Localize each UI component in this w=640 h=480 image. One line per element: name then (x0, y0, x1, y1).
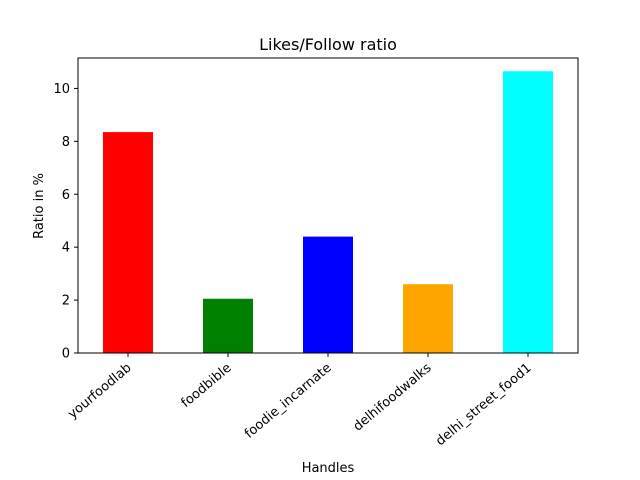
x-tick-label: foodie_incarnate (242, 361, 335, 442)
y-tick-label: 2 (62, 294, 70, 309)
bar-foodie_incarnate (303, 236, 353, 353)
x-tick-label: delhi_street_food1 (433, 361, 534, 449)
bar-delhifoodwalks (403, 284, 453, 353)
chart-title: Likes/Follow ratio (259, 35, 397, 54)
bar-yourfoodlab (103, 132, 153, 353)
x-tick-label: foodbible (179, 361, 235, 411)
x-tick-label: yourfoodlab (65, 361, 134, 422)
y-tick-label: 8 (62, 135, 70, 150)
x-axis-label: Handles (302, 461, 355, 476)
y-tick-label: 4 (62, 241, 70, 256)
x-tick-label: delhifoodwalks (351, 360, 435, 434)
y-axis-label: Ratio in % (32, 173, 47, 239)
bar-delhi_street_food1 (503, 71, 553, 353)
y-tick-label: 0 (62, 347, 70, 362)
y-tick-label: 10 (53, 82, 70, 97)
bar-foodbible (203, 298, 253, 353)
y-tick-label: 6 (62, 188, 70, 203)
plot-area: 0 2 4 6 8 10 yourfoodlab foodbible foodie_incarn… (53, 57, 579, 449)
